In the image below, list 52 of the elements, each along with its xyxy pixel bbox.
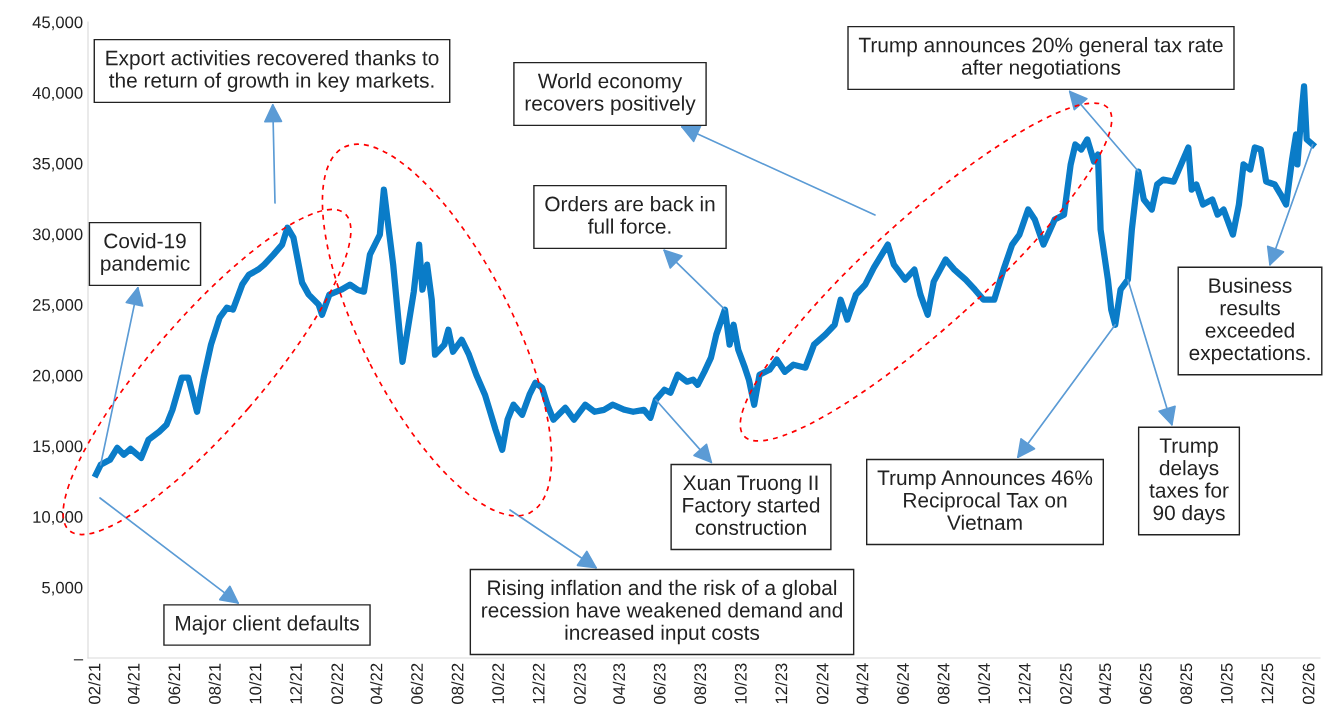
y-tick-label: 40,000 <box>32 87 83 101</box>
x-tick-label: 06/25 <box>1139 663 1152 704</box>
x-tick-label: 08/23 <box>693 663 707 704</box>
x-tick-label: 10/25 <box>1220 663 1233 704</box>
x-tick-label: 02/26 <box>1302 663 1315 704</box>
x-tick-label: 02/21 <box>88 663 101 704</box>
x-tick-label: 08/22 <box>451 663 464 704</box>
annotation: Xuan Truong II Factory started construction <box>683 475 820 536</box>
x-tick-label: 04/24 <box>856 663 869 704</box>
annotation: Trump delays taxes for 90 days <box>1149 438 1229 525</box>
x-tick-label: 06/22 <box>410 663 423 704</box>
annotation: Covid-19 pandemic <box>101 233 190 275</box>
x-tick-label: 02/24 <box>816 663 829 704</box>
x-tick-label: 02/25 <box>1059 663 1072 704</box>
annotation: Rising inflation and the risk of a global recession have weakened demand and increased input costs <box>482 579 842 645</box>
x-tick-label: 04/21 <box>127 663 140 704</box>
x-tick-label: 08/25 <box>1179 663 1193 704</box>
x-tick-label: 08/24 <box>937 663 950 704</box>
annotation: Business results exceeded expectations. <box>1189 277 1310 365</box>
x-tick-label: 12/23 <box>775 663 788 704</box>
x-tick-label: 06/21 <box>167 663 181 704</box>
x-tick-label: 04/25 <box>1098 663 1112 704</box>
x-tick-label: 04/22 <box>370 663 383 704</box>
x-tick-label: 06/23 <box>653 663 666 704</box>
x-tick-label: 02/23 <box>573 663 586 704</box>
x-tick-label: 12/24 <box>1018 663 1031 704</box>
x-tick-label: 06/24 <box>896 663 909 704</box>
x-tick-label: 10/24 <box>977 663 991 704</box>
annotation: Major client defaults <box>176 615 359 635</box>
y-tick-label: 45,000 <box>32 16 83 31</box>
y-tick-label: 30,000 <box>32 228 83 243</box>
x-tick-label: 12/22 <box>532 663 545 704</box>
annotation: Trump Announces 46% Reciprocal Tax on Vietnam <box>877 470 1093 531</box>
annotation: Export activities recovered thanks to the return of growth in key markets. <box>106 50 439 92</box>
y-tick-label: 35,000 <box>32 157 83 172</box>
x-tick-label: 02/22 <box>330 663 344 704</box>
x-tick-label: 10/21 <box>249 663 262 704</box>
annotation: World economy recovers positively <box>525 73 696 115</box>
x-tick-label: 10/23 <box>734 663 747 704</box>
y-tick-label: 15,000 <box>33 440 83 455</box>
y-tick-label: 10,000 <box>33 511 83 525</box>
x-tick-label: 12/21 <box>289 663 302 704</box>
x-tick-label: 08/21 <box>208 663 221 704</box>
y-tick-label: 5,000 <box>42 581 83 596</box>
x-tick-label: 12/25 <box>1261 663 1274 704</box>
y-tick-label: 20,000 <box>33 369 83 384</box>
x-tick-label: 04/23 <box>612 663 626 704</box>
annotation: Orders are back in full force. <box>545 196 715 234</box>
x-tick-label: 10/22 <box>491 663 505 704</box>
y-tick-label: 25,000 <box>33 299 83 313</box>
y-tick-label: – <box>73 659 84 661</box>
annotation: Trump announces 20% general tax rate after negotiations <box>858 37 1223 79</box>
